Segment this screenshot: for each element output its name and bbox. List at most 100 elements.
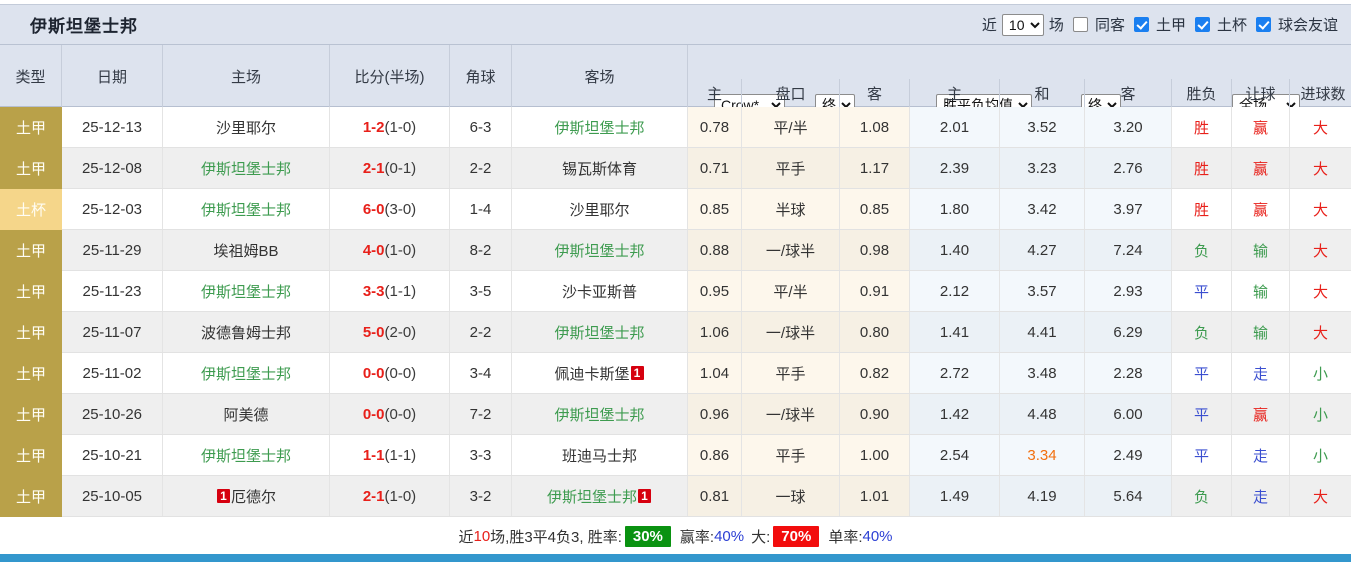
cell-odds-ah-home: 0.81 xyxy=(688,476,742,516)
full-time-score: 0-0 xyxy=(362,405,385,423)
col-header-away[interactable]: 客场 xyxy=(512,45,688,107)
cell-away-team: 佩迪卡斯堡 1 xyxy=(512,353,688,393)
table-row[interactable]: 土甲 25-11-29 埃祖姆BB 4-0 (1-0) 8-2 伊斯坦堡士邦 0.88 一/球半… xyxy=(0,230,1351,271)
cell-match-type: 土甲 xyxy=(0,476,62,517)
cell-odds-home: 2.39 xyxy=(910,148,1000,188)
match-count-select[interactable]: 6102030 xyxy=(1001,13,1044,36)
red-card-badge: 1 xyxy=(630,366,644,380)
cell-odds-ah-line: 一/球半 xyxy=(742,394,840,434)
col-header-result[interactable]: 胜负 xyxy=(1172,79,1232,107)
cell-odds-ah-away: 1.01 xyxy=(840,476,910,516)
cell-odds-ah-line: 一球 xyxy=(742,476,840,516)
cell-date: 25-12-08 xyxy=(62,148,163,188)
half-time-score: (3-0) xyxy=(384,200,417,218)
cell-result: 胜 xyxy=(1172,148,1232,188)
half-time-score: (2-0) xyxy=(384,323,417,341)
table-row[interactable]: 土甲 25-12-13 沙里耶尔 1-2 (1-0) 6-3 伊斯坦堡士邦 0.78 平/半 1.… xyxy=(0,107,1351,148)
col-header-eu-draw[interactable]: 和 xyxy=(1000,79,1085,107)
cell-odds-away: 6.00 xyxy=(1085,394,1172,434)
cell-odds-ah-away: 0.80 xyxy=(840,312,910,352)
cell-odds-away: 2.28 xyxy=(1085,353,1172,393)
table-row[interactable]: 土甲 25-10-05 1 厄德尔 2-1 (1-0) 3-2 伊斯坦堡士邦 1 0.81 一球 1.… xyxy=(0,476,1351,517)
team-name: 沙里耶尔 xyxy=(569,201,630,219)
full-time-score: 6-0 xyxy=(362,200,385,218)
cell-odds-ah-line: 一/球半 xyxy=(742,312,840,352)
col-header-ah-line[interactable]: 盘口 xyxy=(742,79,840,107)
table-row[interactable]: 土杯 25-12-03 伊斯坦堡士邦 6-0 (3-0) 1-4 沙里耶尔 0.85 半球 0.8… xyxy=(0,189,1351,230)
filter-controls: 近 6102030 场 同客 土甲 土杯 球会友谊 xyxy=(979,13,1351,36)
full-time-score: 1-2 xyxy=(362,118,385,136)
team-name: 伊斯坦堡士邦 xyxy=(200,201,291,219)
team-name: 锡瓦斯体育 xyxy=(561,160,637,178)
col-header-home[interactable]: 主场 xyxy=(163,45,330,107)
cell-handicap-result: 输 xyxy=(1232,312,1290,352)
cell-handicap-result: 赢 xyxy=(1232,189,1290,229)
odd-rate-label: 单率: xyxy=(828,528,863,546)
cell-result: 平 xyxy=(1172,271,1232,311)
col-header-ah-home[interactable]: 主 xyxy=(688,79,742,107)
table-row[interactable]: 土甲 25-11-07 波德鲁姆士邦 5-0 (2-0) 2-2 伊斯坦堡士邦 1.06 一/球… xyxy=(0,312,1351,353)
cell-odds-home: 1.40 xyxy=(910,230,1000,270)
cell-handicap-result: 走 xyxy=(1232,476,1290,516)
cell-result: 平 xyxy=(1172,394,1232,434)
table-row[interactable]: 土甲 25-10-26 阿美德 0-0 (0-0) 7-2 伊斯坦堡士邦 0.96 一/球半 0.… xyxy=(0,394,1351,435)
table-row[interactable]: 土甲 25-12-08 伊斯坦堡士邦 2-1 (0-1) 2-2 锡瓦斯体育 0.71 平手 1.… xyxy=(0,148,1351,189)
same-venue-checkbox[interactable] xyxy=(1072,17,1088,32)
cell-result: 平 xyxy=(1172,353,1232,393)
col-header-type[interactable]: 类型 xyxy=(0,45,62,107)
col-header-date[interactable]: 日期 xyxy=(62,45,163,107)
cell-odds-ah-home: 0.96 xyxy=(688,394,742,434)
cell-odds-home: 2.12 xyxy=(910,271,1000,311)
col-header-corner[interactable]: 角球 xyxy=(450,45,512,107)
cell-odds-draw: 4.19 xyxy=(1000,476,1085,516)
col-header-ah-away[interactable]: 客 xyxy=(840,79,910,107)
team-name: 伊斯坦堡士邦 xyxy=(554,324,645,342)
cell-odds-home: 1.80 xyxy=(910,189,1000,229)
ah-rate-value: 40% xyxy=(714,527,745,545)
cell-handicap-result: 赢 xyxy=(1232,107,1290,147)
cell-corners: 3-3 xyxy=(450,435,512,475)
cell-handicap-result: 赢 xyxy=(1232,394,1290,434)
filter-checkbox-friendly[interactable] xyxy=(1255,17,1271,32)
cell-odds-ah-line: 平手 xyxy=(742,148,840,188)
cell-odds-draw: 4.27 xyxy=(1000,230,1085,270)
red-card-badge: 1 xyxy=(216,489,230,503)
table-row[interactable]: 土甲 25-10-21 伊斯坦堡士邦 1-1 (1-1) 3-3 班迪马士邦 0.86 平手 1.… xyxy=(0,435,1351,476)
col-header-eu-home[interactable]: 主 xyxy=(910,79,1000,107)
cell-goals-result: 大 xyxy=(1312,283,1328,301)
table-row[interactable]: 土甲 25-11-02 伊斯坦堡士邦 0-0 (0-0) 3-4 佩迪卡斯堡 1 1.04 平手 0… xyxy=(0,353,1351,394)
full-time-score: 5-0 xyxy=(362,323,385,341)
cell-odds-ah-home: 0.78 xyxy=(688,107,742,147)
cell-score: 5-0 (2-0) xyxy=(330,312,450,352)
filter-label-league: 土甲 xyxy=(1155,17,1186,34)
cell-corners: 8-2 xyxy=(450,230,512,270)
cell-away-team: 伊斯坦堡士邦 xyxy=(512,230,688,270)
col-header-score[interactable]: 比分(半场) xyxy=(330,45,450,107)
cell-score: 3-3 (1-1) xyxy=(330,271,450,311)
team-name: 佩迪卡斯堡 xyxy=(554,365,630,383)
col-header-handicap-result[interactable]: 让球 xyxy=(1232,79,1290,107)
cell-home-team: 伊斯坦堡士邦 xyxy=(163,271,330,311)
cell-odds-home: 2.54 xyxy=(910,435,1000,475)
cell-match-type: 土甲 xyxy=(0,271,62,312)
cell-odds-away: 3.97 xyxy=(1085,189,1172,229)
cell-odds-home: 1.41 xyxy=(910,312,1000,352)
filter-label-friendly: 球会友谊 xyxy=(1277,17,1338,34)
full-time-score: 2-1 xyxy=(362,487,385,505)
full-time-score: 3-3 xyxy=(362,282,385,300)
col-header-eu-away[interactable]: 客 xyxy=(1085,79,1172,107)
filter-checkbox-cup[interactable] xyxy=(1194,17,1210,32)
cell-goals-result: 大 xyxy=(1312,201,1328,219)
win-rate-badge: 30% xyxy=(624,525,671,547)
cell-home-team: 1 厄德尔 xyxy=(163,476,330,516)
team-name: 伊斯坦堡士邦 xyxy=(200,160,291,178)
filter-checkbox-league[interactable] xyxy=(1133,17,1149,32)
full-time-score: 4-0 xyxy=(362,241,385,259)
table-row[interactable]: 土甲 25-11-23 伊斯坦堡士邦 3-3 (1-1) 3-5 沙卡亚斯普 0.95 平/半 0… xyxy=(0,271,1351,312)
cell-odds-home: 2.72 xyxy=(910,353,1000,393)
col-header-goals[interactable]: 进球数 xyxy=(1300,85,1346,103)
cell-match-type: 土甲 xyxy=(0,148,62,189)
cell-home-team: 沙里耶尔 xyxy=(163,107,330,147)
team-name: 埃祖姆BB xyxy=(213,242,279,260)
cell-home-team: 伊斯坦堡士邦 xyxy=(163,148,330,188)
